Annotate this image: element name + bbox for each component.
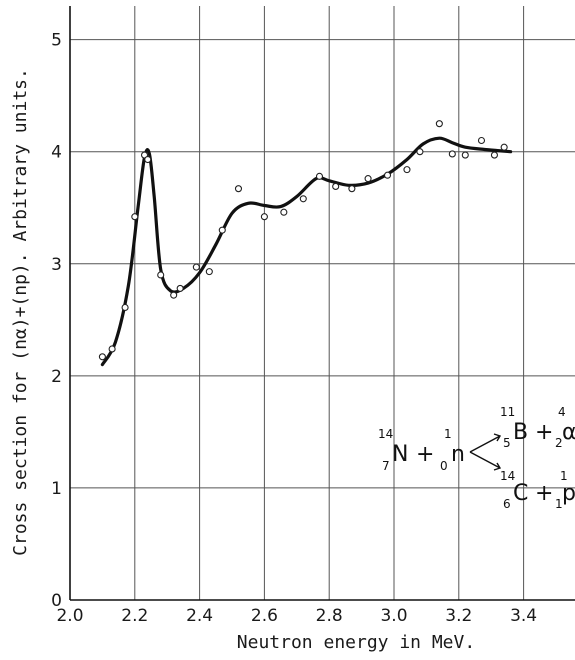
data-point xyxy=(461,151,469,159)
data-point xyxy=(403,166,411,174)
data-point xyxy=(477,136,486,145)
x-tick-label: 2.4 xyxy=(186,606,213,626)
data-point xyxy=(234,185,243,193)
product1-alpha-mass: 4 xyxy=(558,405,566,419)
product1-alpha-symbol: α xyxy=(562,420,575,445)
data-point xyxy=(218,226,226,234)
grid xyxy=(70,6,575,600)
data-point xyxy=(299,195,307,203)
tick-labels: 2.0 2.2 2.4 2.6 2.8 3.0 3.2 3.4 0 1 2 3 4 5 xyxy=(51,31,537,626)
product2-proton-charge: 1 xyxy=(555,497,563,511)
x-axis-title: Neutron energy in MeV. xyxy=(237,632,475,653)
data-point xyxy=(170,291,178,299)
target-symbol: N xyxy=(392,442,408,467)
y-tick-label: 4 xyxy=(51,143,62,163)
x-tick-label: 2.6 xyxy=(251,606,278,626)
projectile-charge: 0 xyxy=(440,459,448,473)
reaction-annotation: 14 7 N + 1 0 n 11 5 B + 4 2 α 14 6 C + 1… xyxy=(378,405,575,511)
product2-plus: + xyxy=(535,481,553,506)
data-point xyxy=(121,303,129,312)
x-tick-label: 3.2 xyxy=(445,606,472,626)
fit-curve xyxy=(100,136,513,367)
product1-symbol: B xyxy=(513,420,528,445)
data-point xyxy=(205,268,213,276)
y-tick-label: 1 xyxy=(51,479,62,499)
data-point xyxy=(176,284,184,292)
data-points xyxy=(98,120,508,361)
product1-atomic-number: 5 xyxy=(503,436,511,450)
product1-alpha-charge: 2 xyxy=(555,436,563,450)
y-tick-label: 2 xyxy=(51,367,62,387)
y-axis-title: Cross section for (nα)+(np). Arbitrary u… xyxy=(10,68,31,556)
y-tick-label: 5 xyxy=(51,31,62,51)
product1-plus: + xyxy=(535,420,553,445)
data-point xyxy=(280,208,288,216)
data-point xyxy=(348,185,356,193)
x-tick-label: 2.8 xyxy=(316,606,343,626)
data-point xyxy=(490,151,498,159)
x-tick-label: 3.0 xyxy=(380,606,407,626)
data-point xyxy=(332,182,340,190)
product2-proton-symbol: p xyxy=(562,481,575,506)
reaction-branch-arrows xyxy=(469,433,502,471)
projectile-symbol: n xyxy=(451,442,465,467)
target-atomic-number: 7 xyxy=(382,459,390,473)
data-point xyxy=(108,345,116,353)
data-point xyxy=(131,213,139,221)
product2-mass-number: 14 xyxy=(500,469,515,483)
data-point xyxy=(192,263,200,271)
data-point xyxy=(144,155,152,164)
data-point xyxy=(416,148,424,156)
target-mass-number: 14 xyxy=(378,427,393,441)
data-point xyxy=(435,120,443,128)
product2-atomic-number: 6 xyxy=(503,497,511,511)
data-point xyxy=(448,150,456,158)
y-tick-label: 3 xyxy=(51,255,62,275)
projectile-mass-number: 1 xyxy=(444,427,452,441)
data-point xyxy=(157,271,165,279)
reactant-plus: + xyxy=(416,442,434,467)
data-point xyxy=(500,143,508,151)
data-point xyxy=(98,353,106,361)
product1-mass-number: 11 xyxy=(500,405,515,419)
data-point xyxy=(260,213,268,221)
x-tick-label: 2.0 xyxy=(56,606,83,626)
x-tick-label: 2.2 xyxy=(121,606,148,626)
product2-symbol: C xyxy=(513,481,528,506)
data-point xyxy=(383,171,392,179)
x-tick-label: 3.4 xyxy=(510,606,537,626)
product2-proton-mass: 1 xyxy=(560,469,568,483)
data-point xyxy=(315,172,324,180)
data-point xyxy=(364,175,372,183)
y-tick-label: 0 xyxy=(51,591,62,611)
